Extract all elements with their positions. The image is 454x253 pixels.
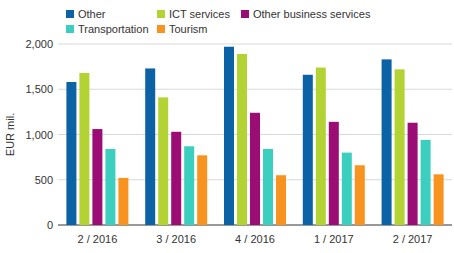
bar xyxy=(382,59,392,225)
bar xyxy=(171,132,181,225)
legend-label: Other xyxy=(78,8,106,20)
legend-label: Tourism xyxy=(169,23,208,35)
bar xyxy=(197,155,207,225)
bar xyxy=(355,165,365,225)
legend: Other ICT services Other business services… xyxy=(66,8,371,35)
y-tick-label: 1,500 xyxy=(25,83,53,95)
bars xyxy=(66,47,443,225)
bar xyxy=(105,149,115,225)
y-tick-label: 500 xyxy=(35,174,53,186)
bar xyxy=(408,123,418,225)
bar xyxy=(66,82,76,225)
legend-swatch xyxy=(66,25,74,33)
bar xyxy=(316,68,326,225)
bar xyxy=(263,149,273,225)
bar xyxy=(158,97,168,225)
legend-swatch xyxy=(157,10,165,18)
x-tick-label: 3 / 2016 xyxy=(156,233,196,245)
bar xyxy=(92,129,102,225)
legend-label: ICT services xyxy=(169,8,230,20)
chart: 0 500 1,000 1,500 2,000 EUR mil. 2 / 2016 3 / 2… xyxy=(0,0,454,253)
bar xyxy=(276,175,286,225)
legend-swatch xyxy=(66,10,74,18)
y-tick-label: 1,000 xyxy=(25,129,53,141)
x-tick-label: 1 / 2017 xyxy=(314,233,354,245)
y-tick-label: 0 xyxy=(47,219,53,231)
legend-swatch xyxy=(157,25,165,33)
y-axis-label: EUR mil. xyxy=(4,113,16,156)
x-tick-label: 2 / 2016 xyxy=(78,233,118,245)
bar xyxy=(224,47,234,225)
bar xyxy=(237,54,247,225)
bar xyxy=(303,75,313,225)
x-tick-label: 4 / 2016 xyxy=(235,233,275,245)
legend-label: Transportation xyxy=(78,23,149,35)
bar xyxy=(250,113,260,225)
bar xyxy=(329,122,339,225)
grid-line xyxy=(58,89,452,90)
grid-line xyxy=(58,44,452,45)
bar xyxy=(145,68,155,225)
bar xyxy=(342,153,352,225)
bar xyxy=(79,73,89,225)
bar xyxy=(434,174,444,225)
legend-label: Other business services xyxy=(253,8,371,20)
y-tick-label: 2,000 xyxy=(25,38,53,50)
x-tick-label: 2 / 2017 xyxy=(393,233,433,245)
bar xyxy=(395,69,405,225)
bar xyxy=(184,146,194,225)
bar xyxy=(118,178,128,225)
bar xyxy=(421,140,431,225)
legend-swatch xyxy=(241,10,249,18)
